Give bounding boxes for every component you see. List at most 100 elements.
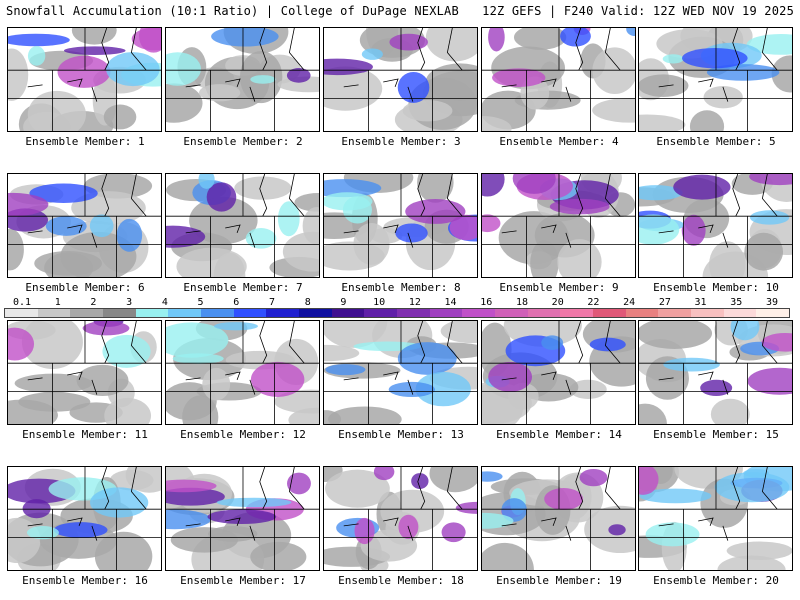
ensemble-member-map: [7, 320, 162, 425]
legend-tick-label: 39: [765, 297, 779, 308]
state-borders: [166, 321, 319, 424]
ensemble-member-map: [165, 466, 320, 571]
legend-swatch: [70, 309, 104, 317]
ensemble-member-label: Ensemble Member: 16: [22, 574, 148, 587]
state-borders: [8, 174, 161, 277]
ensemble-member-map: [323, 27, 478, 132]
legend-tick-label: 5: [197, 297, 204, 308]
legend-swatch: [233, 309, 267, 317]
ensemble-member-label: Ensemble Member: 3: [341, 135, 461, 148]
legend-swatch: [364, 309, 398, 317]
ensemble-member-label: Ensemble Member: 2: [183, 135, 303, 148]
ensemble-member-label: Ensemble Member: 1: [25, 135, 145, 148]
snowfall-shading: [482, 468, 635, 570]
state-borders: [639, 174, 792, 277]
ensemble-member-label: Ensemble Member: 7: [183, 281, 303, 294]
ensemble-member-label: Ensemble Member: 9: [499, 281, 619, 294]
ensemble-member-map: [165, 173, 320, 278]
legend-tick-label: 3: [126, 297, 133, 308]
legend-swatch: [201, 309, 234, 317]
legend-swatch: [560, 309, 594, 317]
legend-tick-label: 4: [161, 297, 168, 308]
snowfall-shading: [324, 174, 477, 271]
snowfall-shading: [639, 467, 792, 570]
legend-tick-label: 35: [730, 297, 743, 308]
ensemble-member-label: Ensemble Member: 5: [656, 135, 776, 148]
legend-swatch: [103, 309, 136, 317]
legend-swatch: [37, 309, 71, 317]
state-borders: [166, 28, 319, 131]
ensemble-member-label: Ensemble Member: 17: [180, 574, 306, 587]
map-title: Snowfall Accumulation (10:1 Ratio) | Col…: [6, 4, 459, 18]
ensemble-member-label: Ensemble Member: 18: [338, 574, 464, 587]
legend-swatch: [495, 309, 528, 317]
ensemble-member-map: [323, 173, 478, 278]
legend-swatch: [397, 309, 430, 317]
ensemble-member-label: Ensemble Member: 20: [653, 574, 779, 587]
ensemble-member-map: [481, 320, 636, 425]
legend-tick-label: 14: [444, 297, 457, 308]
ensemble-member-map: [481, 466, 636, 571]
snowfall-shading: [639, 321, 792, 424]
ensemble-member-label: Ensemble Member: 4: [499, 135, 619, 148]
state-borders: [639, 467, 792, 570]
ensemble-member-map: [7, 27, 162, 132]
state-borders: [324, 467, 477, 570]
legend-tick-label: 6: [233, 297, 240, 308]
ensemble-member-map: [7, 466, 162, 571]
color-legend: [4, 308, 790, 318]
snowfall-shading: [324, 28, 477, 131]
legend-tick-label: 27: [658, 297, 671, 308]
legend-swatch: [625, 309, 659, 317]
snowfall-shading: [482, 321, 635, 424]
snowfall-shading: [8, 174, 153, 277]
legend-swatch: [5, 309, 38, 317]
legend-tick-label: 10: [373, 297, 386, 308]
ensemble-member-label: Ensemble Member: 19: [496, 574, 622, 587]
state-borders: [8, 321, 161, 424]
legend-swatch: [658, 309, 692, 317]
ensemble-member-map: [638, 320, 793, 425]
ensemble-member-map: [638, 466, 793, 571]
state-borders: [8, 28, 161, 131]
legend-tick-label: 2: [90, 297, 97, 308]
legend-swatch: [723, 309, 757, 317]
legend-tick-label: 16: [480, 297, 493, 308]
run-valid-time: 12Z GEFS | F240 Valid: 12Z WED NOV 19 20…: [482, 4, 794, 18]
state-borders: [166, 467, 319, 570]
state-borders: [324, 174, 477, 277]
state-borders: [639, 321, 792, 424]
state-borders: [482, 321, 635, 424]
state-borders: [166, 174, 319, 277]
legend-tick-label: 12: [408, 297, 421, 308]
snowfall-shading: [8, 321, 157, 424]
snowfall-shading: [166, 467, 311, 570]
legend-swatch: [691, 309, 724, 317]
snowfall-shading: [8, 467, 161, 570]
snowfall-shading: [639, 174, 792, 277]
legend-swatch: [462, 309, 496, 317]
state-borders: [324, 28, 477, 131]
ensemble-member-map: [165, 320, 320, 425]
legend-swatch: [331, 309, 365, 317]
ensemble-member-map: [165, 27, 320, 132]
snowfall-shading: [482, 28, 635, 131]
ensemble-member-map: [7, 173, 162, 278]
legend-tick-label: 22: [587, 297, 600, 308]
legend-tick-label: 31: [694, 297, 707, 308]
ensemble-member-map: [638, 27, 793, 132]
ensemble-member-map: [638, 173, 793, 278]
state-borders: [482, 467, 635, 570]
ensemble-member-label: Ensemble Member: 14: [496, 428, 622, 441]
legend-tick-label: 8: [304, 297, 311, 308]
ensemble-member-map: [481, 173, 636, 278]
legend-tick-label: 18: [515, 297, 529, 308]
ensemble-member-map: [323, 320, 478, 425]
legend-labels: 0.1 1 2 3 4 5 6 7 8 9 10 12 14 16 18 20 22 24 27 31 35 39: [4, 297, 790, 308]
legend-tick-label: 24: [623, 297, 636, 308]
legend-swatch: [168, 309, 202, 317]
ensemble-member-label: Ensemble Member: 12: [180, 428, 306, 441]
state-borders: [482, 174, 635, 277]
ensemble-member-label: Ensemble Member: 15: [653, 428, 779, 441]
ensemble-member-label: Ensemble Member: 13: [338, 428, 464, 441]
